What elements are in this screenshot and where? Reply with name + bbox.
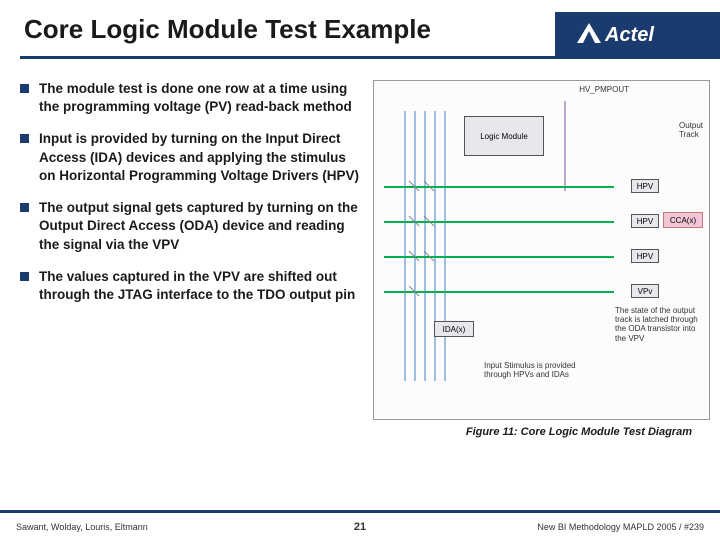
- bullet-marker-icon: [20, 84, 29, 93]
- bullet-list: The module test is done one row at a tim…: [20, 80, 365, 420]
- logo-text: Actel: [604, 24, 654, 46]
- logic-module-box: Logic Module: [464, 116, 544, 156]
- bullet-marker-icon: [20, 203, 29, 212]
- bullet-text: The output signal gets captured by turni…: [39, 199, 365, 254]
- hpv-box: HPV: [631, 214, 659, 228]
- hpv-box: HPV: [631, 179, 659, 193]
- bullet-text: Input is provided by turning on the Inpu…: [39, 130, 365, 185]
- transistor-array-icon: [404, 171, 454, 331]
- page-title: Core Logic Module Test Example: [0, 0, 555, 45]
- bullet-text: The values captured in the VPV are shift…: [39, 268, 365, 304]
- list-item: The module test is done one row at a tim…: [20, 80, 365, 116]
- bullet-marker-icon: [20, 272, 29, 281]
- list-item: The output signal gets captured by turni…: [20, 199, 365, 254]
- output-track-label: Output Track: [679, 121, 703, 139]
- title-underline: [20, 56, 720, 59]
- list-item: The values captured in the VPV are shift…: [20, 268, 365, 304]
- footer-right: New BI Methodology MAPLD 2005 / #239: [537, 522, 704, 532]
- page-number: 21: [354, 521, 366, 533]
- diagram-top-label: HV_PMPOUT: [579, 85, 629, 94]
- vpv-box: VPv: [631, 284, 659, 298]
- figure-caption: Figure 11: Core Logic Module Test Diagra…: [0, 420, 720, 438]
- diagram-note-bottom: Input Stimulus is provided through HPVs …: [484, 361, 584, 379]
- diagram-note-right: The state of the output track is latched…: [615, 306, 705, 343]
- bullet-text: The module test is done one row at a tim…: [39, 80, 365, 116]
- footer: Sawant, Wolday, Louris, Eltmann 21 New B…: [0, 510, 720, 540]
- hpv-box: HPV: [631, 249, 659, 263]
- footer-left: Sawant, Wolday, Louris, Eltmann: [16, 522, 148, 532]
- list-item: Input is provided by turning on the Inpu…: [20, 130, 365, 185]
- trace-output: [564, 101, 566, 191]
- logo-band: Actel: [555, 12, 720, 56]
- bullet-marker-icon: [20, 134, 29, 143]
- test-diagram: HV_PMPOUT Logic Module Output Track HPV …: [373, 80, 710, 420]
- actel-logo-icon: Actel: [575, 21, 695, 47]
- cca-box: CCA(x): [663, 212, 703, 228]
